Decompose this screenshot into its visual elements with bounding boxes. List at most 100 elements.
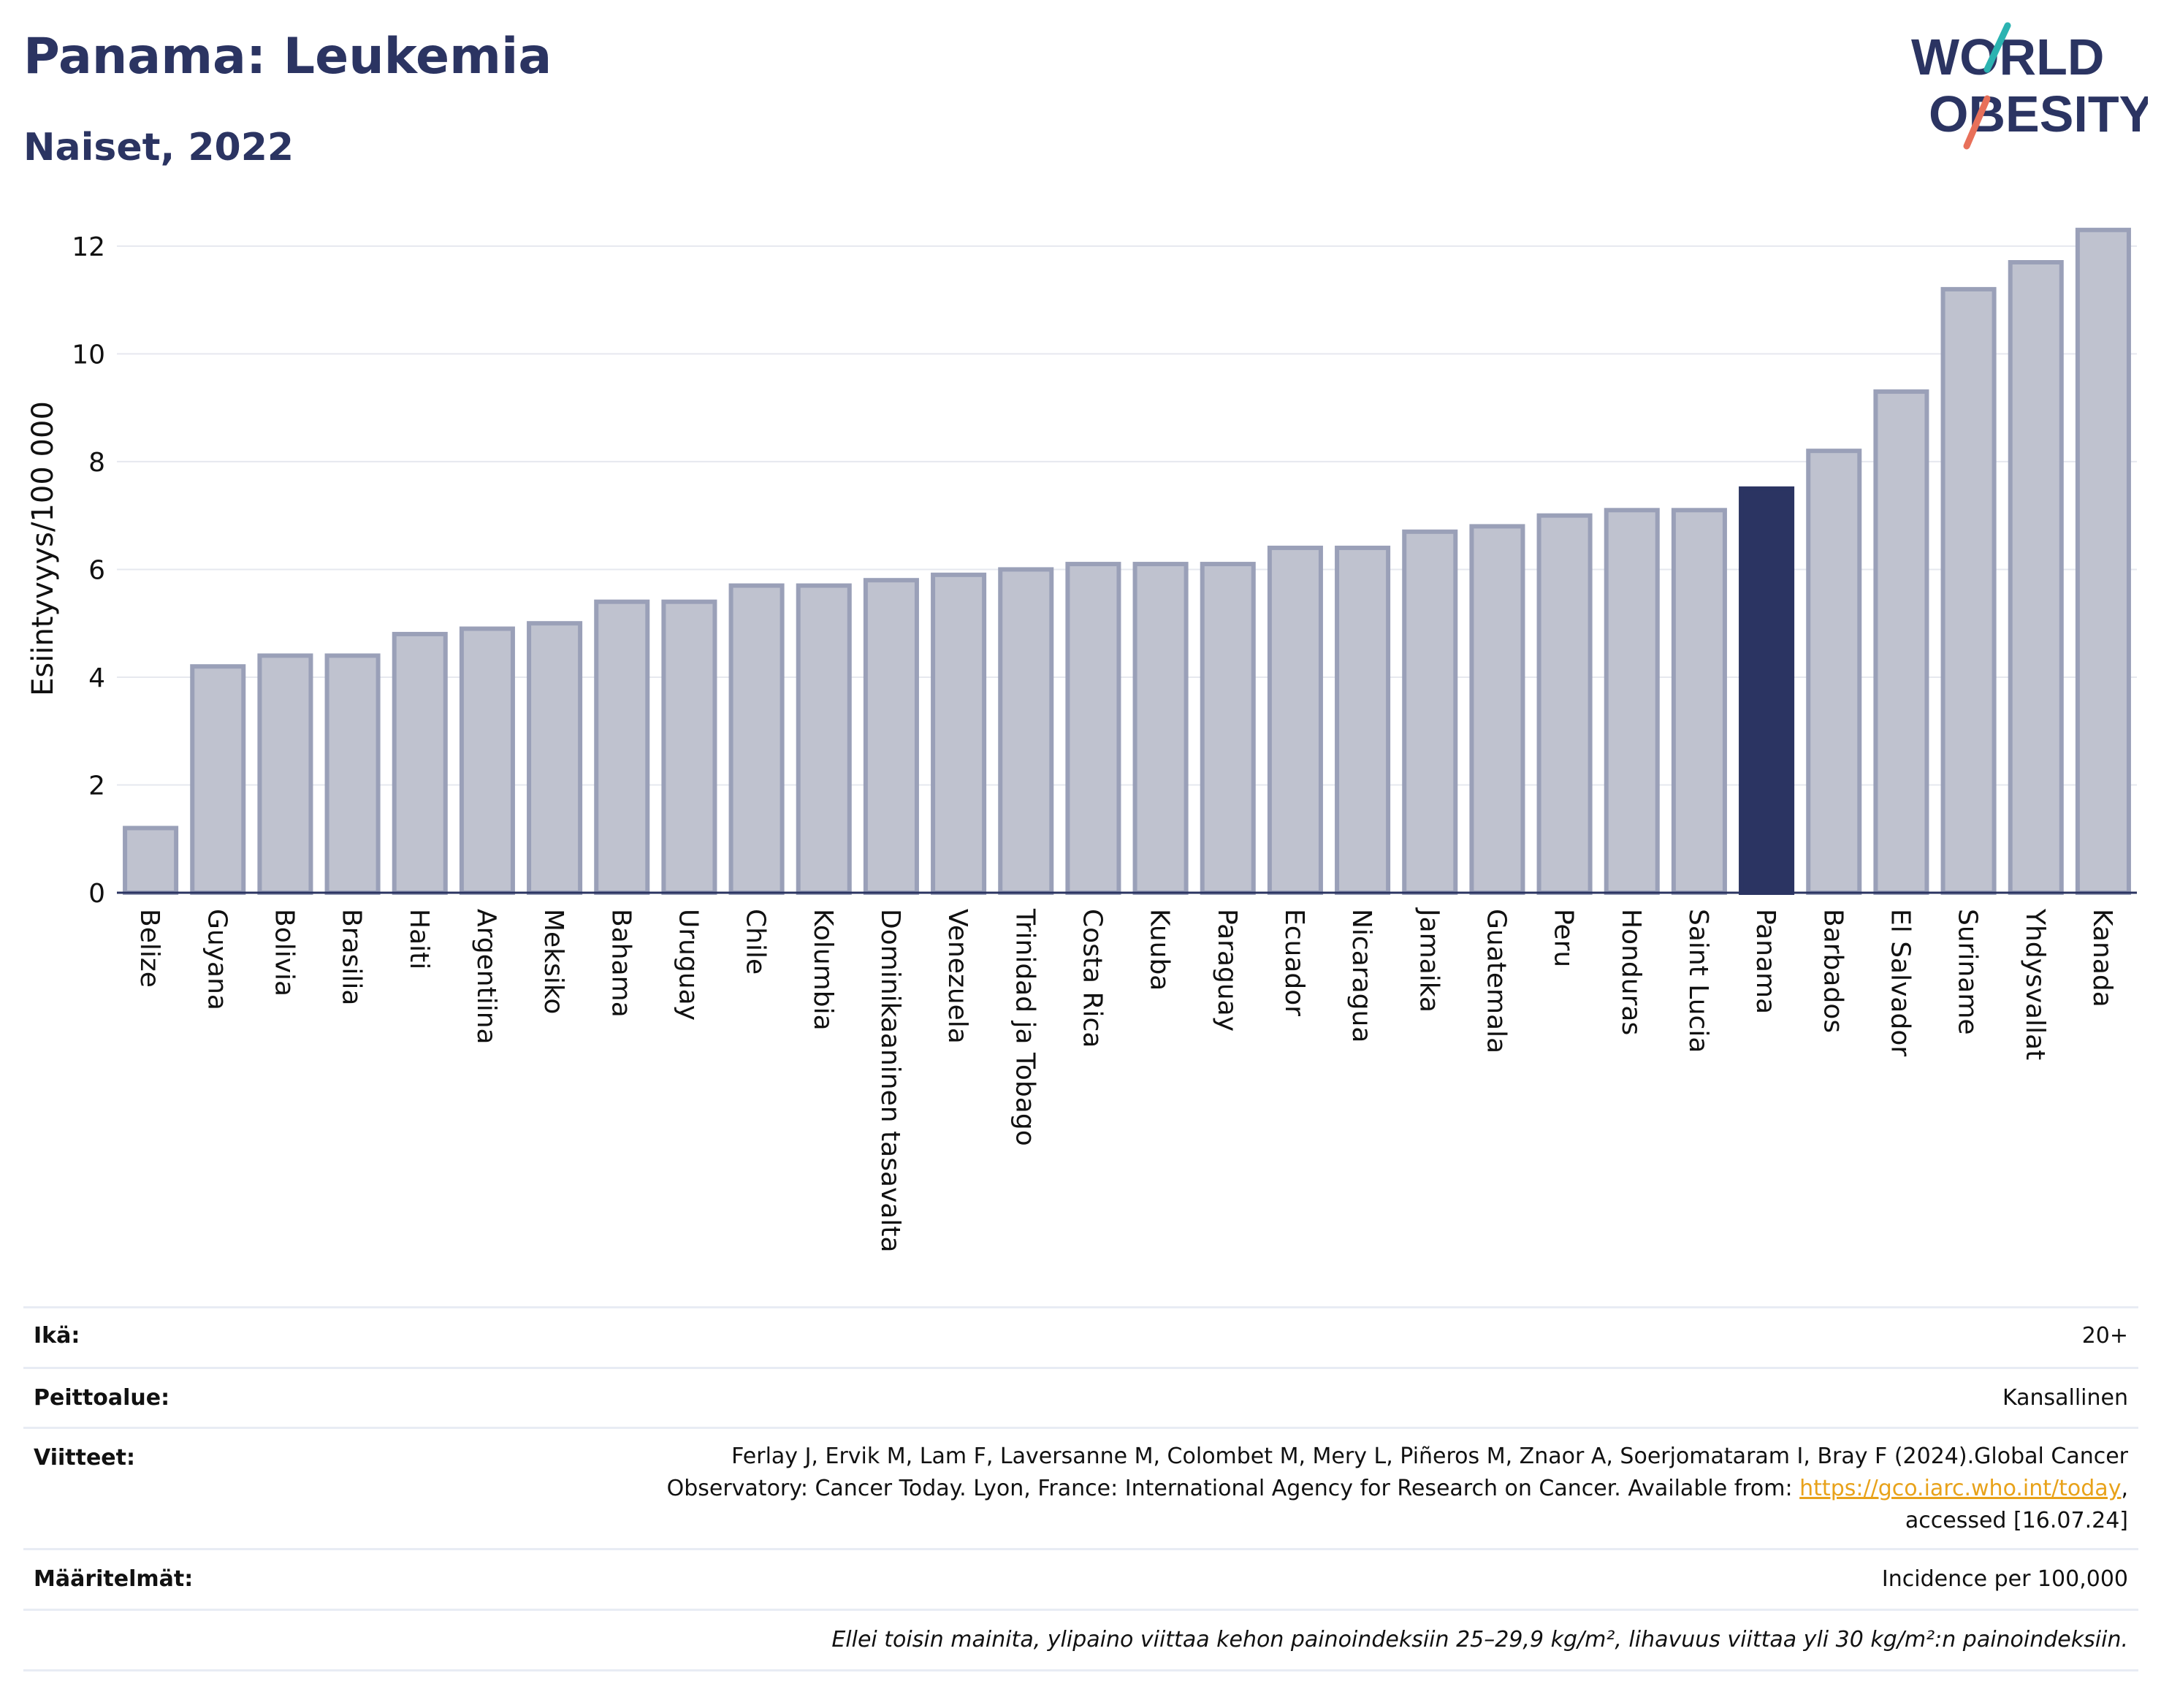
x-tick-label: Saint Lucia [1683, 909, 1713, 1053]
x-tick-label: Guyana [202, 909, 232, 1010]
x-tick-label: Costa Rica [1077, 909, 1107, 1048]
meta-references-value: Ferlay J, Ervik M, Lam F, Laversanne M, … [667, 1441, 2128, 1537]
page-subtitle: Naiset, 2022 [23, 126, 294, 169]
bar-dominikaaninen-tasavalta [863, 578, 919, 896]
x-tick-label: Yhdysvallat [2020, 908, 2050, 1060]
bar-kanada [2075, 227, 2131, 895]
x-tick-label: Kanada [2087, 909, 2117, 1007]
bar-meksiko [527, 621, 583, 895]
x-tick-label: Panama [1750, 909, 1780, 1014]
y-tick-label: 4 [88, 663, 105, 693]
bar-chart: 0 2 4 6 8 10 12 Belize Guyana Bolivia Brasilia Hai… [26, 227, 2137, 1253]
meta-age-row: Ikä: 20+ [23, 1308, 2138, 1367]
bar-suriname [1940, 286, 1997, 895]
x-tick-label: Paraguay [1212, 909, 1242, 1032]
meta-definitions-label: Määritelmät: [34, 1566, 194, 1592]
meta-divider-top [23, 1306, 2138, 1308]
x-tick-label: Chile [741, 909, 771, 975]
meta-age-label: Ikä: [34, 1323, 80, 1349]
y-tick-label: 6 [88, 555, 105, 585]
bar-saint-lucia [1671, 508, 1727, 895]
meta-age-value: 20+ [2081, 1323, 2128, 1349]
x-tick-label: Suriname [1953, 909, 1983, 1035]
x-tick-label: Ecuador [1279, 909, 1309, 1016]
bar-haiti [392, 631, 448, 896]
bar-venezuela [931, 572, 987, 895]
bar-bahama [594, 599, 650, 895]
logo-word-obesity: OBESITY [1929, 85, 2148, 142]
y-tick-label: 0 [88, 879, 105, 909]
logo-slash-coral [1963, 95, 1991, 150]
x-tick-label: Trinidad ja Tobago [1010, 908, 1040, 1146]
x-tick-label: Nicaragua [1346, 909, 1376, 1042]
meta-references-label: Viitteet: [34, 1445, 135, 1471]
meta-divider [23, 1609, 2138, 1611]
meta-footnote: Ellei toisin mainita, ylipaino viittaa k… [831, 1627, 2128, 1652]
meta-coverage-value: Kansallinen [2002, 1385, 2128, 1411]
logo-slash-teal [1983, 22, 2011, 73]
bar-ecuador [1267, 545, 1323, 895]
bar-yhdysvallat [2008, 260, 2064, 895]
bar-bolivia [257, 653, 313, 895]
meta-footnote-row: Ellei toisin mainita, ylipaino viittaa k… [23, 1611, 2138, 1669]
x-tick-label: Bahama [606, 909, 636, 1018]
x-tick-label: Dominikaaninen tasavalta [875, 909, 905, 1253]
x-tick-label: Kolumbia [808, 909, 838, 1031]
references-line-1: Ferlay J, Ervik M, Lam F, Laversanne M, … [731, 1444, 2128, 1469]
bar-peru [1536, 513, 1593, 895]
bar-jamaika [1402, 529, 1458, 895]
bar-brasilia [324, 653, 381, 895]
x-tick-label: El Salvador [1885, 909, 1915, 1056]
references-line-3: accessed [16.07.24] [1905, 1508, 2128, 1533]
x-tick-label: Brasilia [337, 909, 367, 1005]
bar-uruguay [661, 599, 717, 895]
logo-word-world: WORLD [1911, 28, 2104, 85]
references-link[interactable]: https://gco.iarc.who.int/today [1799, 1476, 2122, 1501]
meta-coverage-label: Peittoalue: [34, 1385, 170, 1411]
bar-barbados [1806, 449, 1862, 895]
bar-trinidad-ja-tobago [998, 567, 1054, 895]
x-tick-label: Meksiko [538, 909, 568, 1014]
bar-nicaragua [1335, 545, 1391, 895]
meta-references-row: Viitteet: Ferlay J, Ervik M, Lam F, Lave… [23, 1429, 2138, 1546]
bar-kuuba [1132, 562, 1189, 896]
x-tick-label: Jamaika [1414, 907, 1444, 1013]
y-axis-ticks: 0 2 4 6 8 10 12 [72, 232, 105, 909]
x-tick-label: Barbados [1818, 909, 1848, 1033]
bar-guyana [190, 664, 246, 895]
y-tick-label: 12 [72, 232, 105, 262]
x-tick-label: Venezuela [942, 909, 972, 1044]
bar-costa-rica [1065, 562, 1121, 896]
x-tick-label: Honduras [1616, 909, 1646, 1035]
references-comma: , [2121, 1476, 2128, 1501]
x-tick-label: Peru [1549, 909, 1579, 967]
bar-el-salvador [1873, 389, 1929, 895]
bar-highlight-panama [1739, 486, 1795, 895]
references-text: Observatory: Cancer Today. Lyon, France:… [666, 1476, 1800, 1501]
bar-guatemala [1469, 524, 1525, 895]
x-tick-label: Argentiina [471, 909, 501, 1045]
meta-definitions-row: Määritelmät: Incidence per 100,000 [23, 1550, 2138, 1609]
bar-argentiina [459, 626, 515, 895]
bar-honduras [1604, 508, 1660, 895]
meta-divider [23, 1367, 2138, 1369]
y-tick-label: 2 [88, 771, 105, 801]
references-line-2: Observatory: Cancer Today. Lyon, France:… [667, 1473, 2128, 1505]
page-title: Panama: Leukemia [23, 28, 552, 85]
meta-coverage-row: Peittoalue: Kansallinen [23, 1369, 2138, 1427]
world-obesity-logo: WORLD OBESITY [1911, 22, 2148, 150]
grid-lines [117, 245, 2137, 786]
x-tick-label: Uruguay [673, 909, 703, 1021]
x-tick-label: Belize [134, 909, 164, 988]
y-tick-label: 10 [72, 340, 105, 370]
y-axis-label: Esiintyvyys/100 000 [26, 401, 60, 696]
x-tick-label: Haiti [404, 909, 434, 969]
meta-definitions-value: Incidence per 100,000 [1881, 1566, 2128, 1592]
bar-chile [728, 583, 785, 895]
bars [123, 227, 2131, 896]
x-axis-ticks: Belize Guyana Bolivia Brasilia Haiti Argentii… [134, 907, 2117, 1253]
x-tick-label: Kuuba [1145, 909, 1175, 991]
bar-kolumbia [796, 583, 852, 895]
bar-belize [123, 826, 179, 896]
x-tick-label: Guatemala [1481, 909, 1511, 1053]
